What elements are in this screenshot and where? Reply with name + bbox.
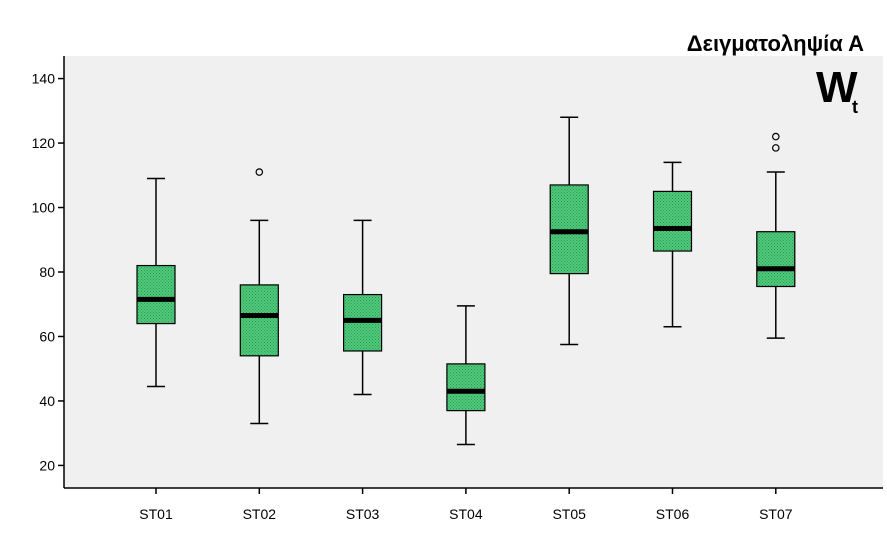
y-tick-label: 40 [39,393,55,409]
y-tick-label: 140 [32,71,56,87]
iqr-box [239,284,279,357]
x-tick-label: ST04 [449,506,483,522]
annotation-subscript: t [852,97,858,117]
box-st02 [239,168,279,425]
y-tick-label: 80 [39,264,55,280]
y-tick-label: 20 [39,457,55,473]
box-series [136,116,796,446]
box-st05 [549,116,589,346]
annotation-letter: W [816,63,858,112]
iqr-box [756,231,796,288]
y-tick-label: 120 [32,135,56,151]
box-st01 [136,177,176,388]
plot-area [64,56,883,488]
iqr-box [136,264,176,325]
x-tick-label: ST01 [139,506,173,522]
x-tick-label: ST05 [552,506,586,522]
y-tick-label: 60 [39,328,55,344]
x-tick-label: ST03 [346,506,380,522]
box-st07 [756,132,796,339]
chart-title: Δειγματοληψία Α [687,31,864,56]
y-axis: 20 40 60 80 100 120 140 [32,56,65,488]
outlier-point [255,168,264,176]
outlier-point [771,144,780,152]
x-tick-label: ST07 [759,506,793,522]
iqr-box [652,190,693,252]
outlier-point [771,132,780,141]
box-st04 [446,305,486,446]
x-tick-label: ST02 [243,506,277,522]
iqr-box [446,363,486,412]
x-tick-label: ST06 [656,506,690,522]
y-tick-label: 100 [32,200,56,216]
box-st06 [652,161,693,328]
x-axis: ST01 ST02 ST03 ST04 ST05 ST06 ST07 [64,487,883,522]
box-st03 [343,219,383,396]
